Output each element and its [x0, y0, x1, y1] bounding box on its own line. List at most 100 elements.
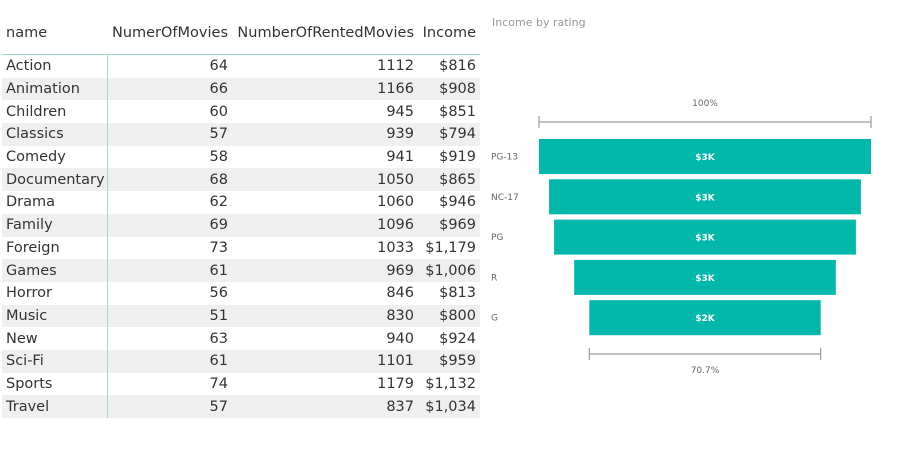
cell-income: $816: [439, 58, 476, 75]
table-row: Family 69 1096 $969: [2, 213, 480, 237]
cell-name: Children: [2, 100, 108, 124]
cell-number-of-movies: 61: [107, 259, 232, 282]
cell-number-of-movies: 63: [209, 330, 228, 347]
cell-name: Animation: [2, 77, 108, 101]
cell-number-of-rented-movies: 1033: [377, 239, 414, 256]
cell-number-of-rented-movies: 941: [386, 149, 414, 166]
cell-name: Documentary: [2, 168, 108, 192]
cell-income: $865: [418, 168, 480, 192]
table-header-row: name NumerOfMovies NumberOfRentedMovies …: [2, 12, 480, 55]
cell-name: Sci-Fi: [2, 349, 108, 373]
cell-income: $1,034: [418, 395, 480, 418]
cell-number-of-rented-movies: 945: [386, 103, 414, 120]
cell-name: Music: [2, 304, 108, 328]
cell-number-of-rented-movies: 830: [232, 304, 418, 328]
table-row: Drama 62 1060 $946: [2, 191, 480, 214]
cell-number-of-rented-movies: 846: [386, 285, 414, 302]
data-label: $3K: [695, 193, 716, 203]
table-row: Children 60 945 $851: [2, 100, 480, 124]
category-label: NC-17: [491, 193, 519, 203]
column-header-number-of-rented-movies[interactable]: NumberOfRentedMovies: [232, 12, 418, 55]
cell-income: $924: [439, 330, 476, 347]
funnel-bar: [549, 179, 861, 215]
cell-income: $946: [439, 194, 476, 211]
cell-income: $1,006: [418, 259, 480, 282]
cell-number-of-movies: 61: [107, 349, 232, 373]
table-row: Classics 57 939 $794: [2, 123, 480, 146]
cell-number-of-movies: 64: [209, 58, 228, 75]
cell-number-of-movies: 57: [107, 123, 232, 146]
cell-number-of-movies: 56: [209, 285, 228, 302]
chart-title: Income by rating: [492, 16, 586, 29]
cell-name: Sports: [2, 372, 108, 396]
cell-name: Games: [2, 259, 108, 282]
cell-name: Action: [2, 54, 108, 78]
data-table: name NumerOfMovies NumberOfRentedMovies …: [2, 12, 480, 418]
table-row: Animation 66 1166 $908: [2, 77, 480, 101]
cell-name: Family: [2, 213, 108, 237]
cell-name: Drama: [2, 191, 108, 214]
cell-number-of-rented-movies: 1166: [232, 77, 418, 101]
cell-number-of-rented-movies: 837: [232, 395, 418, 418]
cell-income: $919: [439, 149, 476, 166]
cell-number-of-rented-movies: 1112: [377, 58, 414, 75]
cell-number-of-rented-movies: 1096: [232, 213, 418, 237]
cell-number-of-movies: 51: [107, 304, 232, 328]
table-row: Horror 56 846 $813: [2, 281, 480, 305]
cell-name: Travel: [2, 395, 108, 418]
cell-number-of-movies: 62: [209, 194, 228, 211]
funnel-bar: [589, 300, 821, 336]
table-row: Action 64 1112 $816: [2, 54, 480, 78]
cell-income: $959: [418, 349, 480, 373]
cell-name: Foreign: [2, 236, 108, 260]
cell-number-of-rented-movies: 1060: [377, 194, 414, 211]
category-table: name NumerOfMovies NumberOfRentedMovies …: [2, 12, 480, 418]
category-label: G: [491, 314, 498, 324]
cell-number-of-movies: 57: [107, 395, 232, 418]
table-row: New 63 940 $924: [2, 327, 480, 350]
cell-income: $1,132: [425, 375, 476, 392]
cell-income: $800: [418, 304, 480, 328]
cell-name: New: [2, 327, 108, 350]
cell-number-of-rented-movies: 940: [386, 330, 414, 347]
cell-income: $908: [418, 77, 480, 101]
column-header-number-of-movies[interactable]: NumerOfMovies: [107, 12, 232, 55]
table-row: Comedy 58 941 $919: [2, 145, 480, 169]
cell-income: $969: [418, 213, 480, 237]
bottom-percent-label: 70.7%: [691, 366, 720, 376]
cell-number-of-rented-movies: 969: [232, 259, 418, 282]
cell-number-of-movies: 60: [209, 103, 228, 120]
cell-income: $794: [418, 123, 480, 146]
funnel-bar: [574, 259, 836, 295]
cell-income: $813: [439, 285, 476, 302]
cell-income: $851: [439, 103, 476, 120]
table-row: Documentary 68 1050 $865: [2, 168, 480, 192]
funnel-bar: [554, 219, 856, 255]
funnel-svg: 100% PG-13 $3K NC-17 $3K PG $3K R $3K G $2K 70.7%: [491, 99, 872, 376]
table-row: Games 61 969 $1,006: [2, 259, 480, 282]
cell-name: Horror: [2, 281, 108, 305]
data-label: $3K: [695, 234, 716, 244]
cell-number-of-movies: 74: [209, 375, 228, 392]
data-label: $3K: [695, 153, 716, 163]
category-label: PG: [491, 233, 503, 243]
cell-number-of-rented-movies: 1101: [232, 349, 418, 373]
table-row: Music 51 830 $800: [2, 304, 480, 328]
funnel-chart: Income by rating 100% PG-13 $3K NC-17 $3K PG $…: [486, 10, 906, 410]
cell-number-of-rented-movies: 1050: [232, 168, 418, 192]
category-label: R: [491, 273, 497, 283]
cell-name: Comedy: [2, 145, 108, 169]
column-header-income[interactable]: Income: [418, 12, 480, 55]
table-row: Sci-Fi 61 1101 $959: [2, 349, 480, 373]
cell-name: Classics: [2, 123, 108, 146]
cell-number-of-movies: 68: [107, 168, 232, 192]
cell-number-of-movies: 66: [107, 77, 232, 101]
top-percent-label: 100%: [692, 99, 718, 109]
category-label: PG-13: [491, 153, 518, 163]
data-label: $3K: [695, 274, 716, 284]
table-row: Travel 57 837 $1,034: [2, 395, 480, 418]
table-row: Sports 74 1179 $1,132: [2, 372, 480, 396]
column-header-name[interactable]: name: [2, 12, 107, 55]
cell-number-of-rented-movies: 1179: [377, 375, 414, 392]
cell-income: $1,179: [425, 239, 476, 256]
